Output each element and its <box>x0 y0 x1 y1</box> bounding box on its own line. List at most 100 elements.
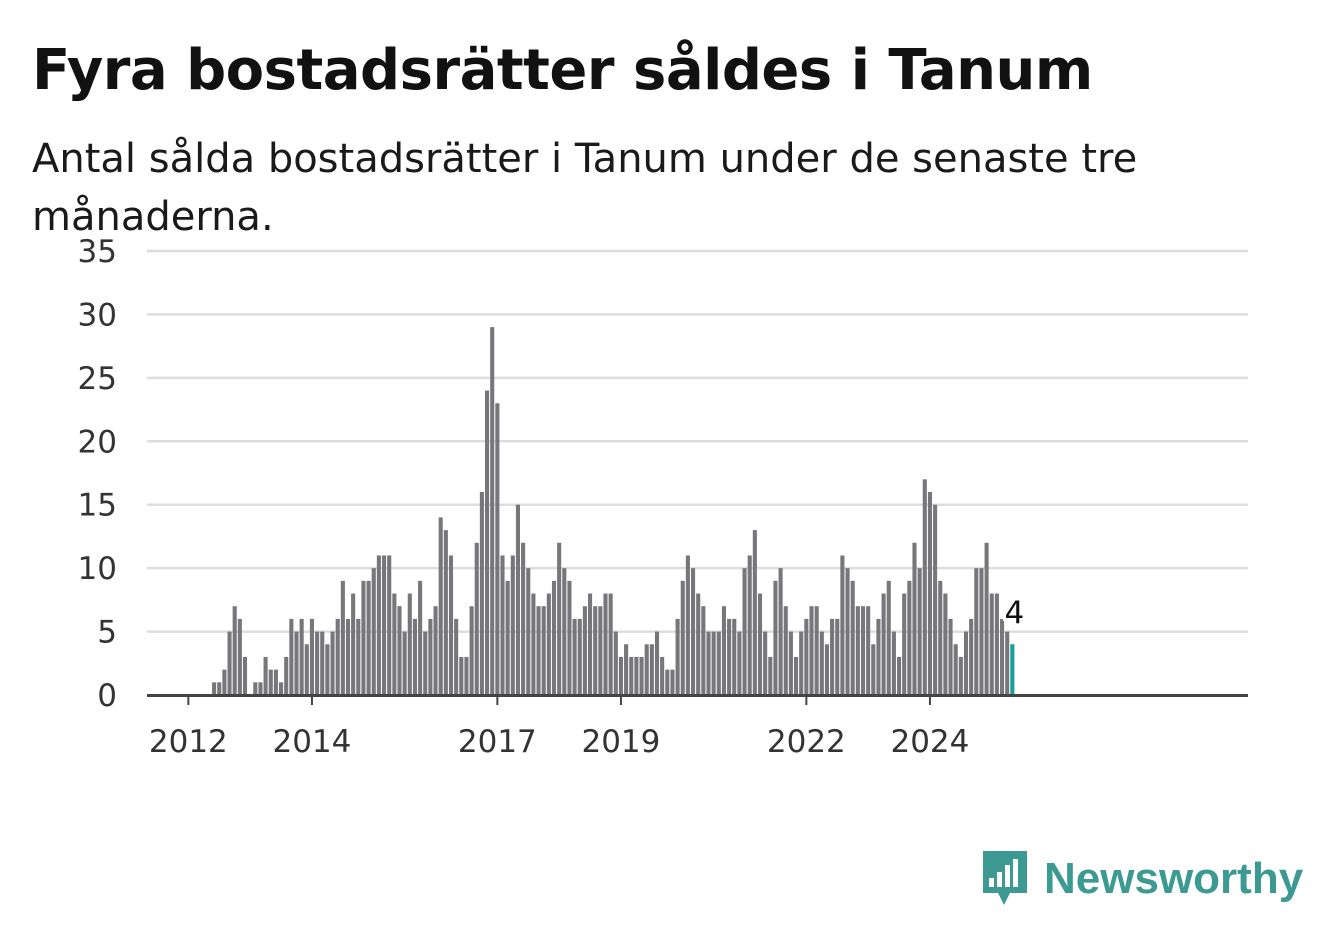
bar <box>855 606 860 695</box>
bar <box>742 568 747 695</box>
bar <box>593 606 598 695</box>
bar <box>706 631 711 695</box>
bar <box>397 606 402 695</box>
bar <box>299 618 304 695</box>
bar <box>969 618 974 695</box>
bar <box>428 618 433 695</box>
bar <box>577 618 582 695</box>
bar <box>304 644 309 695</box>
bar <box>654 631 660 695</box>
bar <box>536 606 541 695</box>
bar <box>788 631 793 695</box>
x-tick-label: 2017 <box>458 724 537 760</box>
y-tick-label: 20 <box>78 424 117 460</box>
bar <box>958 656 963 695</box>
bar <box>387 555 392 695</box>
bar <box>598 606 603 695</box>
bar <box>320 631 325 695</box>
bar <box>330 631 335 695</box>
bar <box>639 656 644 695</box>
y-tick-label: 5 <box>97 615 117 651</box>
brand-name: Newsworthy <box>1044 854 1304 903</box>
bar <box>649 644 654 695</box>
bar <box>423 631 428 695</box>
bar <box>866 606 871 695</box>
bar <box>618 656 623 695</box>
y-axis-ticks: 0 5 10 15 20 25 30 35 <box>78 234 117 714</box>
bar <box>716 631 721 695</box>
x-tick-label: 2014 <box>272 724 351 760</box>
bar <box>943 593 948 695</box>
bar <box>660 656 665 695</box>
bar <box>263 656 268 695</box>
bar <box>685 555 690 695</box>
bar <box>624 644 629 695</box>
bar <box>237 618 242 695</box>
bar <box>747 555 752 695</box>
bar <box>294 631 299 695</box>
bar <box>382 555 387 695</box>
bar <box>963 631 969 695</box>
bar <box>572 618 577 695</box>
bar <box>608 593 613 695</box>
bar <box>902 593 907 695</box>
bar <box>479 492 484 695</box>
bar <box>412 618 417 695</box>
bar <box>948 618 953 695</box>
bar <box>644 644 649 695</box>
bar <box>392 593 397 695</box>
bar <box>356 618 361 695</box>
chart-title: Fyra bostadsrätter såldes i Tanum <box>32 38 1093 103</box>
bar <box>794 656 799 695</box>
x-tick-label: 2012 <box>149 724 228 760</box>
bar <box>485 390 490 695</box>
bar <box>984 542 989 695</box>
bar <box>345 618 351 695</box>
y-tick-label: 30 <box>78 297 117 333</box>
chart-subtitle: Antal sålda bostadsrätter i Tanum under … <box>32 136 1138 240</box>
bar <box>510 555 515 695</box>
bar <box>845 568 850 695</box>
bar <box>407 593 412 695</box>
latest-value-label: 4 <box>1004 595 1024 631</box>
bar <box>448 555 454 695</box>
data-labels: 4 <box>1001 592 1027 634</box>
y-tick-label: 0 <box>97 678 117 714</box>
y-tick-label: 10 <box>78 551 117 587</box>
bar <box>737 631 742 695</box>
bar <box>871 644 876 695</box>
bar <box>567 580 572 695</box>
bar <box>701 606 706 695</box>
bar <box>546 593 551 695</box>
x-tick-label: 2022 <box>767 724 846 760</box>
bar <box>551 580 557 695</box>
y-tick-label: 35 <box>78 234 117 270</box>
bar <box>613 631 618 695</box>
bar <box>268 669 273 695</box>
bar <box>891 631 896 695</box>
bar <box>979 568 984 695</box>
bar <box>371 568 376 695</box>
bar <box>227 631 232 695</box>
bar <box>757 593 763 695</box>
bar <box>603 593 608 695</box>
bar <box>222 669 227 695</box>
bar <box>809 606 814 695</box>
bar <box>582 606 587 695</box>
bar <box>232 606 237 695</box>
bar <box>768 656 773 695</box>
bar <box>521 542 526 695</box>
y-tick-label: 25 <box>78 361 117 397</box>
bar <box>351 593 356 695</box>
bar <box>680 580 685 695</box>
bar <box>886 580 891 695</box>
bar <box>670 669 675 695</box>
bar <box>273 669 278 695</box>
bar <box>711 631 716 695</box>
bar <box>634 656 639 695</box>
bar <box>279 682 284 695</box>
bar <box>361 580 366 695</box>
bar <box>917 568 922 695</box>
bar <box>562 568 567 695</box>
bar <box>933 504 938 695</box>
